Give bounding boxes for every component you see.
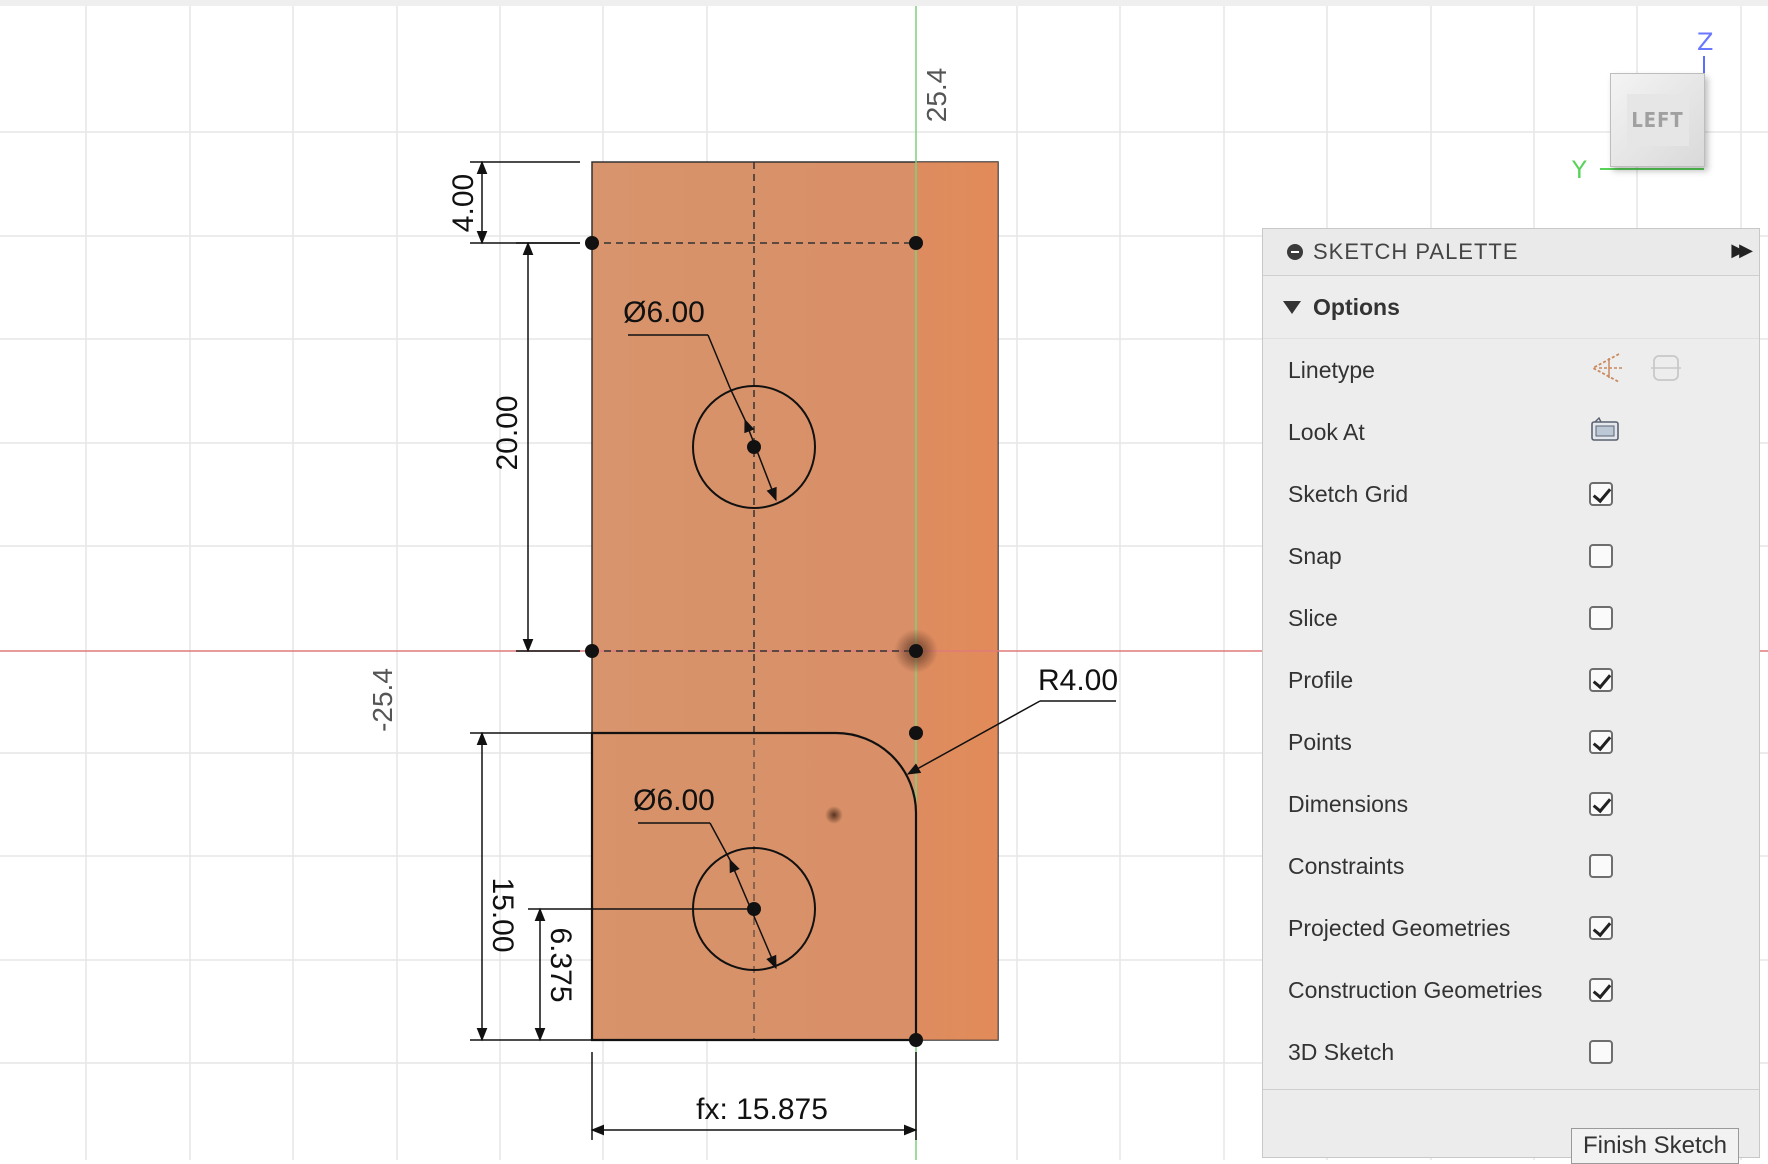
construction-lines[interactable] (592, 162, 916, 1040)
centerline-linetype-icon[interactable] (1649, 350, 1683, 391)
origin-point[interactable] (909, 644, 923, 658)
z-axis-label: Z (1697, 28, 1714, 56)
option-label: Constraints (1288, 852, 1405, 879)
option-label: Projected Geometries (1288, 914, 1511, 941)
option-control (1589, 525, 1613, 587)
dimension-top-offset-label[interactable]: 4.00 (447, 174, 480, 232)
dimension-hole-height[interactable] (528, 907, 754, 1042)
checkbox-constraints[interactable] (1589, 854, 1613, 878)
option-control (1589, 1021, 1613, 1083)
dimension-top-offset[interactable] (470, 160, 580, 245)
option-control (1589, 835, 1613, 897)
dimension-lower-height[interactable] (470, 731, 592, 1042)
dimension-vertical-span[interactable] (516, 241, 580, 653)
view-cube[interactable]: Z Y LEFT (1560, 28, 1720, 184)
checkbox-profile[interactable] (1589, 668, 1613, 692)
option-control (1589, 587, 1613, 649)
dimension-vertical-span-label[interactable]: 20.00 (491, 395, 524, 470)
dimension-fillet-radius[interactable] (906, 700, 1116, 775)
options-list: Linetype Look At Sketch Grid Snap Slice Profi… (1263, 339, 1759, 1083)
option-label: Snap (1288, 542, 1342, 569)
option-row-slice: Slice (1263, 587, 1759, 649)
dimension-hole-bottom-diameter-label[interactable]: Ø6.00 (633, 784, 715, 817)
option-control (1589, 711, 1613, 773)
option-row-projected-geometries: Projected Geometries (1263, 897, 1759, 959)
profile-right-region (916, 162, 998, 1040)
dimension-hole-top-diameter[interactable] (628, 334, 777, 502)
triangle-down-icon[interactable] (1283, 300, 1301, 314)
y-axis-indicator (1600, 168, 1704, 170)
collapse-icon[interactable] (1287, 244, 1303, 260)
option-row-3d-sketch: 3D Sketch (1263, 1021, 1759, 1083)
sketch-palette-header[interactable]: SKETCH PALETTE ▶▶ (1263, 229, 1759, 276)
option-label: 3D Sketch (1288, 1038, 1395, 1065)
finish-sketch-button[interactable]: Finish Sketch (1571, 1128, 1739, 1164)
axis-label-top: 25.4 (921, 68, 952, 123)
dimension-width-label[interactable]: fx: 15.875 (696, 1093, 828, 1126)
option-label: Construction Geometries (1288, 976, 1543, 1003)
option-label: Slice (1288, 604, 1338, 631)
double-chevron-right-icon[interactable]: ▶▶ (1731, 240, 1753, 260)
option-row-construction-geometries: Construction Geometries (1263, 959, 1759, 1021)
construction-linetype-icon[interactable] (1589, 350, 1625, 391)
sketch-palette-footer: Finish Sketch (1263, 1089, 1759, 1164)
option-control (1589, 339, 1683, 401)
option-label: Linetype (1288, 356, 1375, 383)
option-row-look-at: Look At (1263, 401, 1759, 463)
dimension-hole-height-label[interactable]: 6.375 (544, 927, 577, 1002)
sketch-palette: SKETCH PALETTE ▶▶ Options Linetype Look A… (1262, 228, 1760, 1164)
option-label: Profile (1288, 666, 1354, 693)
view-cube-face-left[interactable]: LEFT (1610, 73, 1705, 167)
checkbox-dimensions[interactable] (1589, 792, 1613, 816)
sketch-palette-title: SKETCH PALETTE (1313, 239, 1519, 264)
checkbox-construction-geometries[interactable] (1589, 978, 1613, 1002)
checkbox-snap[interactable] (1589, 544, 1613, 568)
option-control (1589, 649, 1613, 711)
option-control (1589, 773, 1613, 835)
top-strip (0, 0, 1768, 6)
option-label: Look At (1288, 418, 1365, 445)
y-axis-label: Y (1572, 156, 1587, 184)
options-section-header[interactable]: Options (1263, 276, 1759, 339)
option-control (1589, 897, 1613, 959)
checkbox-slice[interactable] (1589, 606, 1613, 630)
option-row-profile: Profile (1263, 649, 1759, 711)
hole-top-circle[interactable] (692, 385, 816, 509)
option-row-sketch-grid: Sketch Grid (1263, 463, 1759, 525)
option-row-points: Points (1263, 711, 1759, 773)
dimension-hole-top-diameter-label[interactable]: Ø6.00 (623, 296, 705, 329)
lower-profile-outline[interactable] (590, 731, 918, 1042)
options-section-title: Options (1313, 293, 1400, 320)
option-row-snap: Snap (1263, 525, 1759, 587)
option-row-linetype: Linetype (1263, 339, 1759, 401)
option-row-constraints: Constraints (1263, 835, 1759, 897)
option-label: Points (1288, 728, 1352, 755)
option-control (1589, 959, 1613, 1021)
option-label: Dimensions (1288, 790, 1409, 817)
checkbox-points[interactable] (1589, 730, 1613, 754)
view-cube-face-label: LEFT (1626, 94, 1689, 146)
axis-label-left: -25.4 (367, 668, 398, 732)
dimension-hole-bottom-diameter[interactable] (638, 822, 777, 970)
option-control (1589, 463, 1613, 525)
option-row-dimensions: Dimensions (1263, 773, 1759, 835)
checkbox-sketch-grid[interactable] (1589, 482, 1613, 506)
dimension-lower-height-label[interactable]: 15.00 (486, 877, 519, 952)
dimension-width[interactable] (590, 1052, 918, 1140)
fillet-center-point[interactable] (825, 806, 843, 824)
option-control (1589, 401, 1621, 463)
checkbox-projected-geometries[interactable] (1589, 916, 1613, 940)
option-label: Sketch Grid (1288, 480, 1409, 507)
dimension-fillet-radius-label[interactable]: R4.00 (1038, 664, 1118, 697)
look-at-icon[interactable] (1589, 414, 1621, 451)
checkbox-3d-sketch[interactable] (1589, 1040, 1613, 1064)
